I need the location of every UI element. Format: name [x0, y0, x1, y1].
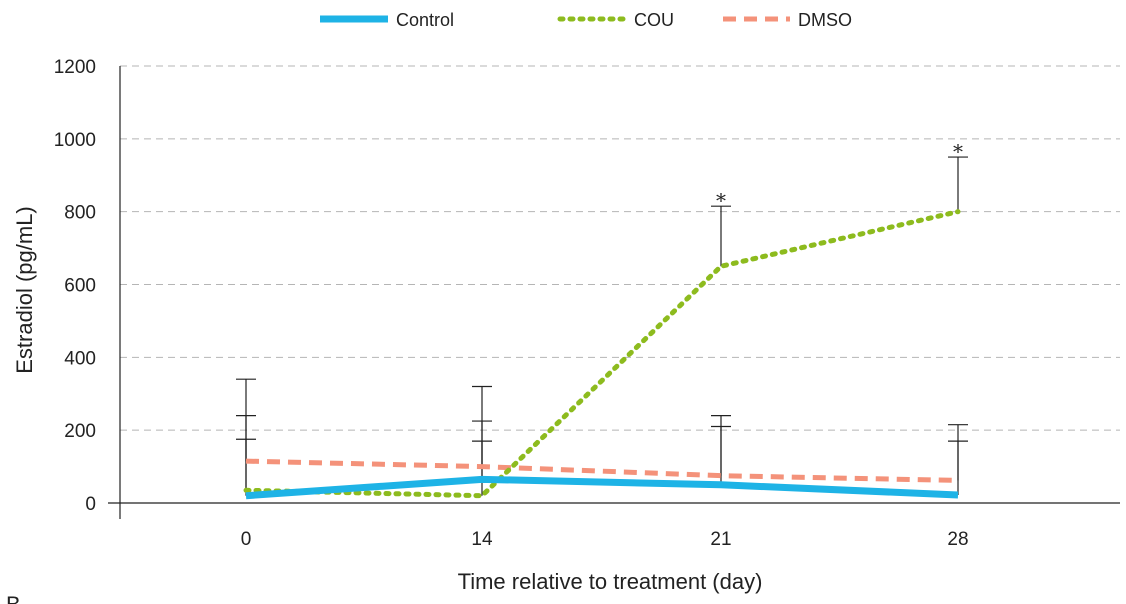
y-tick-labels: 0 200 400 600 800 1000 1200 [54, 57, 96, 515]
series-line-cou [243, 209, 961, 499]
y-tick-label-1200: 1200 [54, 57, 96, 78]
legend-label-dmso: DMSO [798, 10, 852, 30]
error-bars [236, 156, 968, 496]
y-tick-label-400: 400 [64, 348, 96, 369]
legend-label-cou: COU [634, 10, 674, 30]
gridlines [120, 65, 1120, 431]
x-tick-label-28: 28 [947, 529, 968, 550]
y-tick-label-200: 200 [64, 421, 96, 442]
x-tick-label-0: 0 [241, 529, 252, 550]
x-axis-title: Time relative to treatment (day) [458, 569, 763, 594]
y-axis-title: Estradiol (pg/mL) [12, 206, 37, 374]
x-tick-label-21: 21 [710, 529, 731, 550]
y-tick-label-800: 800 [64, 203, 96, 224]
y-tick-label-1000: 1000 [54, 130, 96, 151]
y-tick-label-600: 600 [64, 276, 96, 297]
series-line-control [245, 475, 959, 500]
legend: Control COU DMSO [320, 10, 852, 30]
series-lines [243, 209, 961, 500]
panel-letter: B [6, 592, 21, 604]
y-tick-label-0: 0 [85, 494, 96, 515]
significance-marker-28: * [953, 139, 963, 163]
axes [108, 66, 1120, 519]
x-tick-label-14: 14 [471, 529, 493, 550]
significance-marker-21: * [716, 188, 726, 212]
significance-annotations: ** [716, 139, 963, 212]
legend-label-control: Control [396, 10, 454, 30]
series-line-dmso [245, 458, 959, 483]
x-tick-labels: 0 14 21 28 [241, 529, 969, 550]
